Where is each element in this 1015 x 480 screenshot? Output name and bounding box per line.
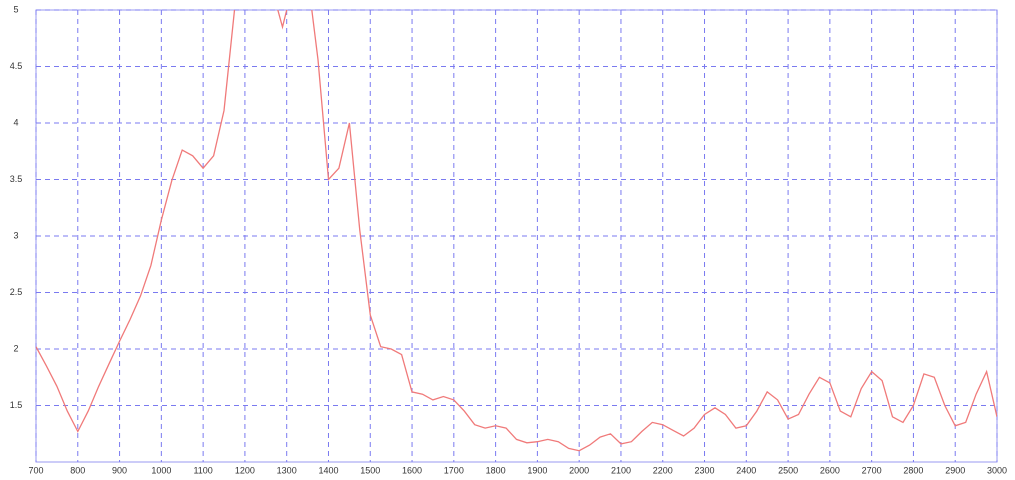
- x-tick-label: 1500: [360, 465, 380, 475]
- y-tick-label: 4.5: [10, 61, 23, 71]
- x-tick-label: 2300: [695, 465, 715, 475]
- x-tick-label: 2900: [945, 465, 965, 475]
- x-tick-label: 1100: [193, 465, 212, 475]
- x-tick-label: 1200: [235, 465, 255, 475]
- x-tick-label: 1900: [527, 465, 547, 475]
- y-tick-label: 3: [13, 230, 18, 240]
- x-tick-label: 2000: [569, 465, 589, 475]
- x-tick-label: 2700: [862, 465, 882, 475]
- y-tick-label: 2.5: [10, 287, 23, 297]
- x-tick-label: 1400: [318, 465, 338, 475]
- x-tick-label: 2400: [736, 465, 756, 475]
- x-tick-label: 2500: [778, 465, 798, 475]
- y-tick-label: 2: [13, 343, 18, 353]
- x-tick-label: 1300: [277, 465, 297, 475]
- x-tick-label: 1600: [402, 465, 422, 475]
- x-tick-label: 1000: [151, 465, 171, 475]
- data-line: [36, 10, 997, 452]
- x-tick-label: 3000: [987, 465, 1007, 475]
- x-tick-label: 1800: [486, 465, 506, 475]
- x-tick-label: 800: [70, 465, 85, 475]
- y-tick-label: 4: [13, 117, 18, 127]
- x-tick-label: 1700: [444, 465, 464, 475]
- x-tick-label: 900: [112, 465, 127, 475]
- x-tick-label: 2600: [820, 465, 840, 475]
- x-tick-label: 700: [28, 465, 43, 475]
- x-tick-label: 2800: [903, 465, 923, 475]
- x-tick-label: 2100: [611, 465, 631, 475]
- y-tick-label: 3.5: [10, 174, 23, 184]
- y-tick-label: 1.5: [10, 400, 23, 410]
- x-tick-label: 2200: [653, 465, 673, 475]
- y-tick-label: 5: [13, 4, 18, 14]
